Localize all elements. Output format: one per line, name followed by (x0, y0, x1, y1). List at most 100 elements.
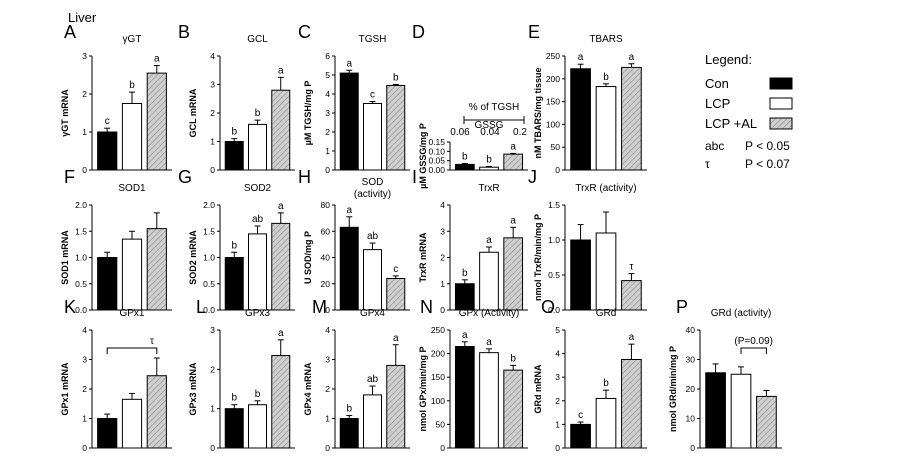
legend-label: LCP (705, 96, 730, 111)
panel-l: L GPx3 0 1 2 3 GPx3 mRNA b b a (188, 297, 295, 453)
y-tick-label: 3 (210, 325, 215, 335)
panel-title: TrxR (478, 183, 499, 194)
y-tick-label: 3 (325, 108, 330, 118)
panel-title: SOD1 (118, 183, 146, 194)
y-tick-label: 0 (210, 443, 215, 453)
sig-label: b (255, 108, 261, 119)
legend-sig-symbol: τ (705, 157, 710, 171)
panel-letter: F (64, 167, 75, 187)
legend-swatch (769, 77, 793, 90)
bracket-label: (P=0.09) (734, 336, 773, 347)
panel-letter: P (676, 297, 688, 317)
panel-letter: H (298, 167, 311, 187)
sig-label: b (393, 73, 399, 84)
panel-m: M GPx4 0 1 2 3 4 GPx4 mRNA b ab a (303, 297, 410, 453)
panel-letter: I (412, 167, 417, 187)
sig-label: a (510, 141, 516, 152)
y-tick-label: 0 (82, 165, 87, 175)
y-tick-label: 1.0 (203, 253, 215, 263)
y-tick-label: 250 (431, 325, 445, 335)
y-tick-label: 1.0 (548, 235, 560, 245)
bar-con (454, 346, 475, 449)
y-tick-label: 1.5 (75, 226, 87, 236)
panel-title: GRd (596, 308, 617, 319)
bar-lcp (121, 238, 143, 311)
y-tick-label: 4 (440, 200, 445, 210)
y-tick-label: 40 (321, 253, 331, 263)
bar-con (705, 372, 726, 449)
y-tick-label: 0.00 (428, 165, 445, 175)
inset-value: 0.2 (513, 127, 527, 138)
panel-title: TrxR (activity) (575, 183, 636, 194)
bar-lcp-al (146, 228, 167, 311)
liver-title: Liver (68, 10, 97, 25)
y-tick-label: 0 (325, 305, 330, 315)
panel-letter: K (64, 297, 76, 317)
bar-con (454, 163, 475, 171)
inset-value: 0.06 (450, 127, 470, 138)
sig-label: b (462, 268, 468, 279)
panel-title: SOD (362, 177, 384, 188)
bar-con (224, 257, 244, 311)
sig-label: a (278, 201, 284, 212)
y-tick-label: 200 (546, 74, 560, 84)
y-tick-label: 0.0 (548, 305, 560, 315)
panel-title: GPx4 (360, 308, 385, 319)
panel-h: H SOD(activity) 0 20 40 60 80 U SOD/mg P a ab c (298, 167, 410, 315)
bar-lcp-al (621, 359, 642, 449)
bar-lcp-al (386, 364, 406, 449)
bar-lcp (248, 404, 267, 449)
bar-lcp (595, 232, 617, 311)
y-tick-label: 0 (440, 443, 445, 453)
y-tick-label: 2 (325, 127, 330, 137)
bar-lcp (595, 86, 617, 171)
y-tick-label: 0 (555, 443, 560, 453)
y-tick-label: 200 (431, 349, 445, 359)
y-tick-label: 1.5 (548, 200, 560, 210)
legend-swatch (769, 97, 793, 110)
sig-label: c (370, 90, 375, 101)
legend-sig-text: P < 0.05 (745, 139, 790, 153)
panel-g: G SOD2 0.0 0.5 1.0 1.5 2.0 SOD2 mRNA b ab a (178, 167, 295, 315)
panel-o: O GRd 0 1 2 3 4 5 GRd mRNA c b a (533, 297, 647, 453)
y-tick-label: 100 (431, 396, 445, 406)
y-tick-label: 0.05 (428, 156, 445, 166)
y-axis-label: nmol TrxR/min/mg P (533, 214, 543, 301)
sig-label: b (462, 151, 468, 162)
sig-label: a (278, 328, 284, 339)
legend-title: Legend: (705, 52, 752, 67)
y-tick-label: 1 (325, 414, 330, 424)
y-tick-label: 2 (210, 364, 215, 374)
bar-lcp-al (146, 375, 167, 449)
panel-b: B GCL 0 1 2 3 4 GCL mRNA b b a (178, 22, 295, 175)
bar-con (570, 423, 591, 449)
legend-sig-symbol: abc (705, 139, 724, 153)
panel-title: TBARS (589, 34, 623, 45)
bar-con (97, 257, 118, 311)
inset-title: % of TGSH (469, 102, 519, 113)
panel-title: TGSH (359, 34, 387, 45)
bar-lcp-al (756, 395, 777, 449)
sig-label: a (154, 54, 160, 65)
y-tick-label: 250 (546, 51, 560, 61)
sig-label: a (578, 52, 584, 63)
panel-letter: D (412, 22, 425, 42)
bar-lcp-al (271, 355, 291, 449)
bar-lcp-al (146, 72, 167, 171)
y-tick-label: 3 (82, 51, 87, 61)
y-tick-label: 4 (210, 51, 215, 61)
sig-bracket (106, 347, 158, 354)
panel-letter: A (64, 22, 76, 42)
y-tick-label: 1.5 (203, 226, 215, 236)
sig-label: a (510, 215, 516, 226)
y-tick-label: 2 (440, 253, 445, 263)
panel-letter: C (298, 22, 311, 42)
y-tick-label: 3 (440, 226, 445, 236)
bar-lcp-al (621, 280, 642, 311)
panel-title: GSSG (475, 120, 504, 131)
panel-letter: M (312, 297, 327, 317)
sig-label: b (603, 72, 609, 83)
y-axis-label: GPx4 mRNA (303, 362, 313, 416)
y-tick-label: 0.5 (75, 279, 87, 289)
y-tick-label: 0.10 (428, 146, 445, 156)
